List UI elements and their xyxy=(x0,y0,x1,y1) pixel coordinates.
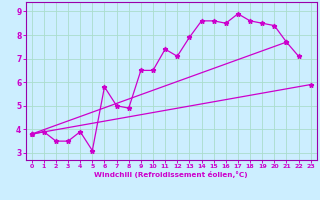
X-axis label: Windchill (Refroidissement éolien,°C): Windchill (Refroidissement éolien,°C) xyxy=(94,171,248,178)
